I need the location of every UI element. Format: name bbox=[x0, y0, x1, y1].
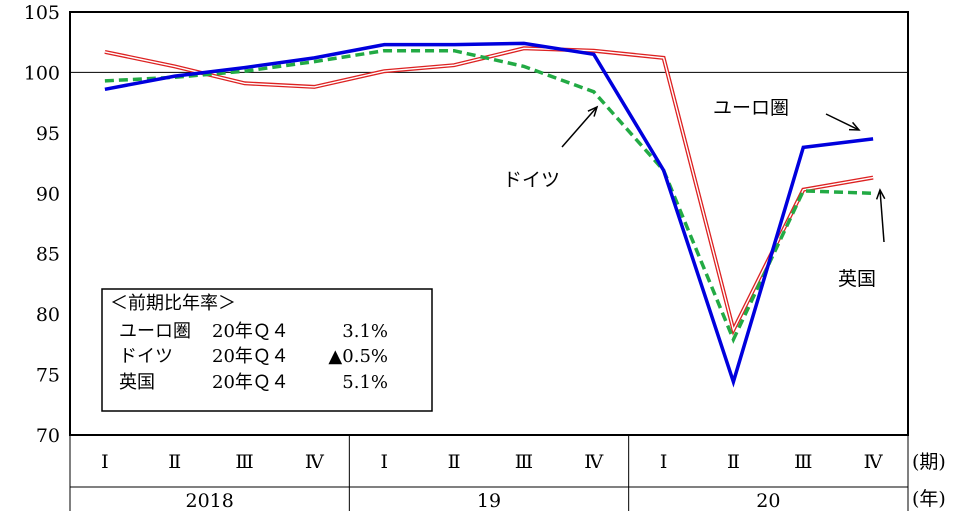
quarter-label: Ⅲ bbox=[515, 451, 533, 473]
legend-row-uk-period: 20年Ｑ４ bbox=[212, 372, 289, 393]
legend-row-germany-value: ▲0.5% bbox=[328, 346, 388, 367]
year-label: 19 bbox=[477, 490, 501, 511]
legend-row-euro-name: ユーロ圏 bbox=[119, 321, 191, 342]
quarter-label: Ⅳ bbox=[305, 451, 325, 473]
quarter-label: Ⅲ bbox=[794, 451, 812, 473]
annotation-germany-arrow bbox=[561, 106, 598, 148]
series-line-euro bbox=[104, 41, 874, 388]
legend-title: ＜前期比年率＞ bbox=[110, 293, 236, 314]
quarter-label: Ⅳ bbox=[864, 451, 884, 473]
y-tick-label: 80 bbox=[36, 304, 60, 326]
quarter-label: Ⅳ bbox=[584, 451, 604, 473]
quarter-label: Ⅱ bbox=[168, 451, 181, 473]
annotation-euro: ユーロ圏 bbox=[713, 97, 789, 119]
year-label: 20 bbox=[756, 490, 780, 511]
quarter-label: Ⅰ bbox=[660, 451, 668, 473]
y-tick-label: 90 bbox=[36, 183, 60, 205]
y-tick-label: 85 bbox=[36, 244, 60, 266]
annotation-germany-arrow-head bbox=[587, 105, 599, 117]
quarter-label: Ⅰ bbox=[380, 451, 388, 473]
y-tick-label: 100 bbox=[24, 62, 60, 84]
legend-row-euro-value: 3.1% bbox=[342, 321, 388, 342]
y-tick-label: 105 bbox=[24, 2, 60, 24]
series-line-uk-inner bbox=[104, 47, 874, 332]
quarter-label: Ⅱ bbox=[448, 451, 461, 473]
legend-row-uk-value: 5.1% bbox=[342, 372, 388, 393]
legend-row-germany-name: ドイツ bbox=[119, 346, 173, 367]
annotation-uk-arrow-head bbox=[875, 188, 886, 200]
series-line-germany bbox=[104, 48, 874, 344]
y-tick-label: 75 bbox=[36, 365, 60, 387]
plot-area-border bbox=[69, 11, 909, 436]
period-unit-label: (期) bbox=[912, 451, 946, 473]
annotation-uk: 英国 bbox=[838, 268, 876, 290]
quarter-label: Ⅰ bbox=[101, 451, 109, 473]
y-tick-label: 95 bbox=[36, 123, 60, 145]
year-unit-label: (年) bbox=[912, 488, 946, 510]
quarter-label: Ⅱ bbox=[727, 451, 740, 473]
legend-box: ＜前期比年率＞ ユーロ圏 20年Ｑ４ 3.1% ドイツ 20年Ｑ４ ▲0.5% … bbox=[101, 288, 433, 412]
legend-row-euro-period: 20年Ｑ４ bbox=[212, 321, 289, 342]
legend-row-uk-name: 英国 bbox=[119, 372, 155, 393]
annotation-euro-arrow-head bbox=[848, 121, 861, 131]
legend-row-germany-period: 20年Ｑ４ bbox=[212, 346, 289, 367]
quarter-label: Ⅲ bbox=[235, 451, 253, 473]
y-tick-label: 70 bbox=[36, 425, 60, 447]
annotation-uk-arrow bbox=[879, 189, 885, 243]
annotation-germany: ドイツ bbox=[503, 169, 560, 191]
year-label: 2018 bbox=[185, 490, 233, 511]
annotation-euro-arrow bbox=[825, 113, 860, 131]
